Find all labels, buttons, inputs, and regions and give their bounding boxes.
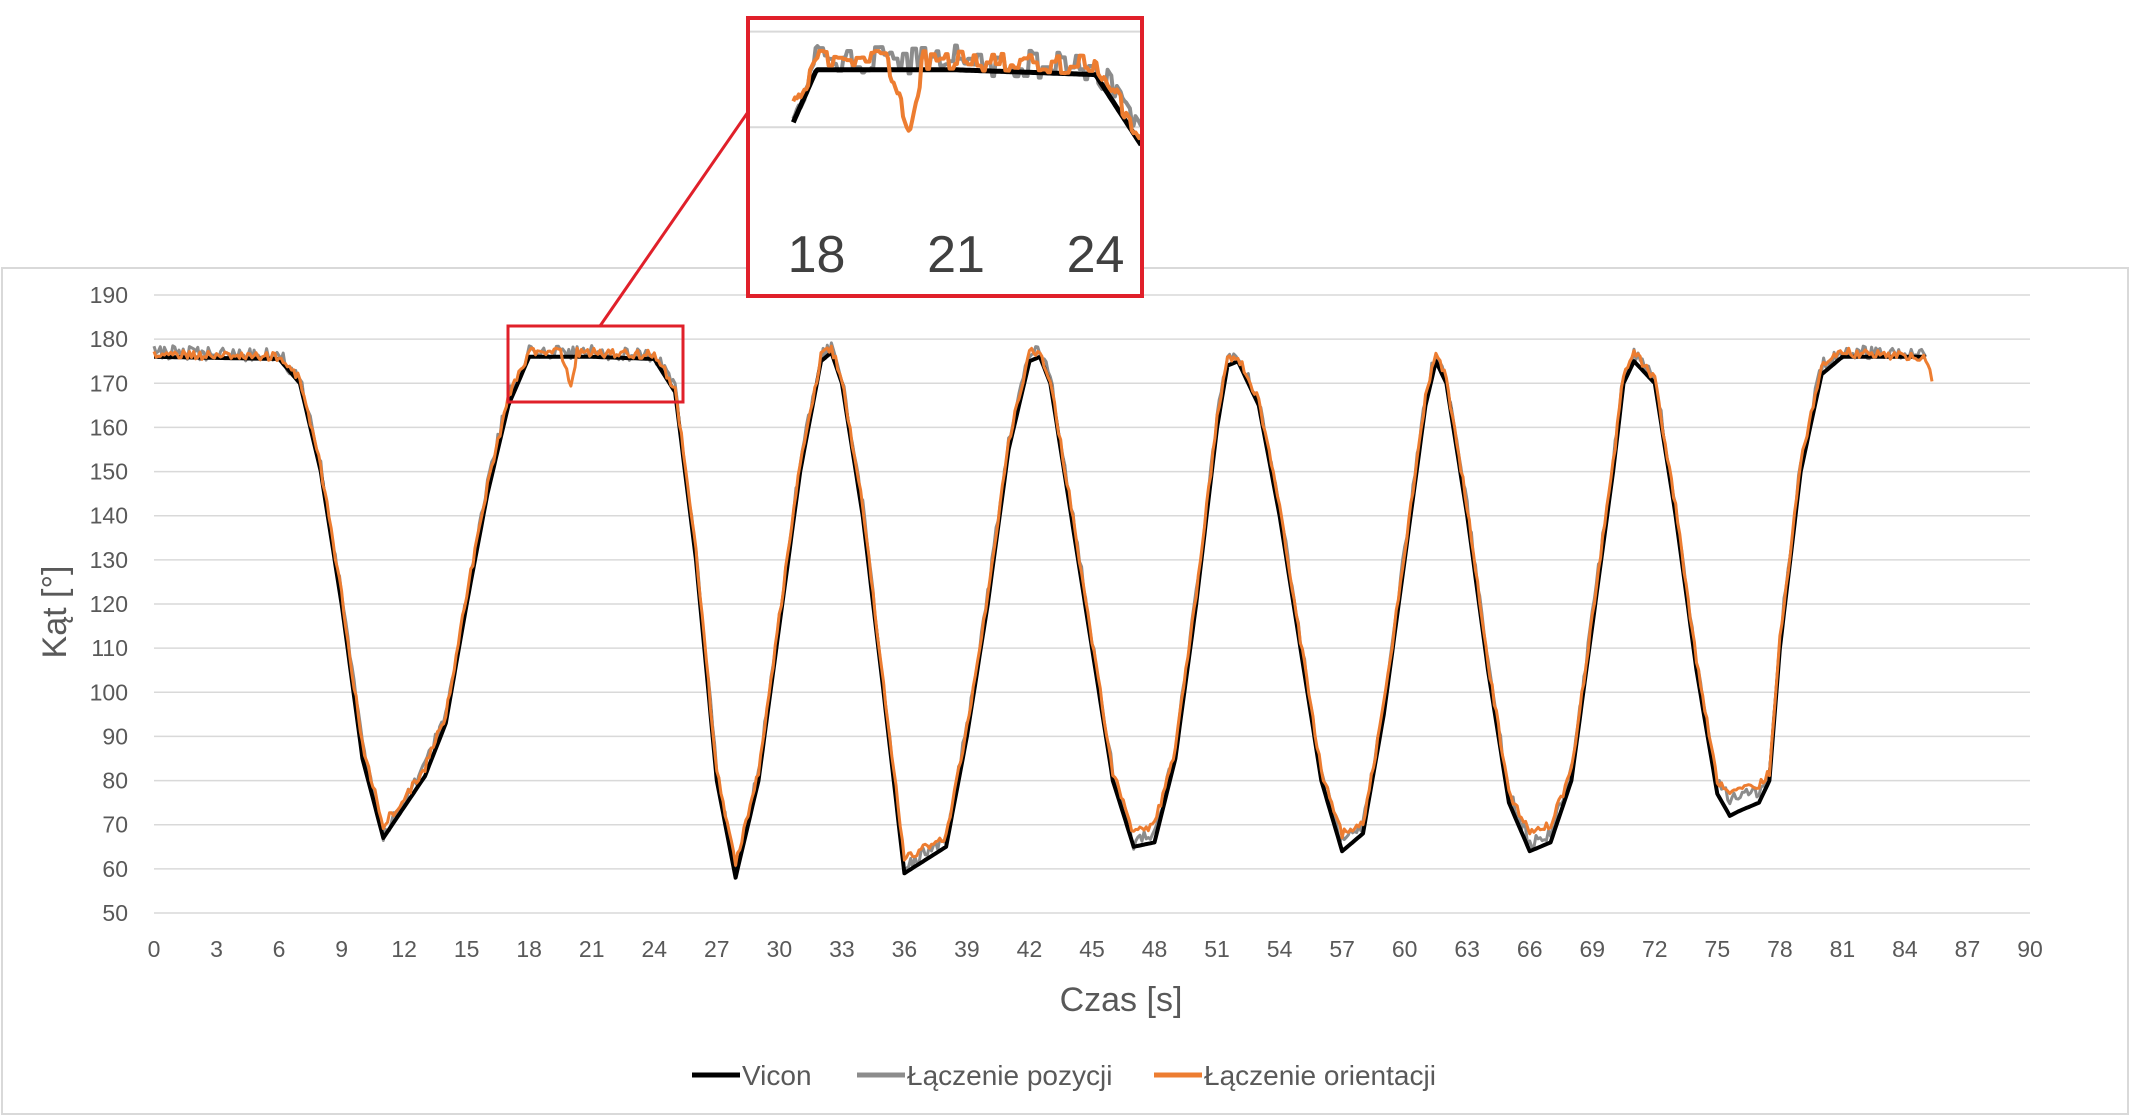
y-tick-label: 180 [90, 326, 128, 352]
y-tick-label: 70 [102, 812, 128, 838]
zoom-inset: 18 21 24 [746, 16, 1144, 298]
zoom-connector-line [598, 111, 750, 327]
inset-series-line [791, 67, 1144, 147]
x-tick-label: 0 [148, 936, 161, 962]
x-tick-label: 12 [391, 936, 417, 962]
x-axis-title: Czas [s] [1060, 981, 1183, 1019]
x-tick-label: 75 [1705, 936, 1731, 962]
y-axis-title: Kąt [°] [36, 566, 74, 659]
y-tick-label: 60 [102, 856, 128, 882]
x-tick-label: 60 [1392, 936, 1418, 962]
inset-x-tick-label: 24 [1067, 226, 1125, 284]
x-tick-label: 84 [1892, 936, 1918, 962]
inset-x-tick-label: 18 [788, 226, 846, 284]
x-tick-label: 9 [335, 936, 348, 962]
legend-label: Vicon [742, 1060, 812, 1091]
x-tick-label: 63 [1454, 936, 1480, 962]
x-tick-label: 90 [2017, 936, 2043, 962]
inset-x-ticks: 18 21 24 [788, 226, 1125, 284]
x-tick-label: 24 [641, 936, 667, 962]
inset-x-tick-label: 21 [927, 226, 985, 284]
x-tick-label: 87 [1955, 936, 1981, 962]
y-tick-label: 160 [90, 414, 128, 440]
series-line [154, 350, 1926, 880]
y-tick-label: 80 [102, 768, 128, 794]
inset-series-line [791, 48, 1143, 141]
x-tick-label: 45 [1079, 936, 1105, 962]
y-tick-label: 50 [102, 900, 128, 926]
y-tick-label: 170 [90, 370, 128, 396]
legend-label: Łączenie orientacji [1204, 1060, 1436, 1091]
y-tick-label: 100 [90, 679, 128, 705]
gridlines [154, 294, 2030, 914]
x-tick-label: 18 [516, 936, 542, 962]
x-tick-label: 72 [1642, 936, 1668, 962]
y-tick-label: 190 [90, 282, 128, 308]
x-tick-label: 54 [1267, 936, 1293, 962]
legend-label: Łączenie pozycji [907, 1060, 1112, 1091]
y-axis-ticks: 50 60 70 80 90 100 110 120 130 140 150 160 170 180 190 [90, 282, 128, 926]
x-tick-label: 48 [1142, 936, 1168, 962]
y-tick-label: 120 [90, 591, 128, 617]
zoom-region-box [506, 324, 685, 404]
y-tick-label: 140 [90, 503, 128, 529]
x-tick-label: 27 [704, 936, 730, 962]
y-tick-label: 110 [91, 635, 128, 661]
x-tick-label: 69 [1579, 936, 1605, 962]
series-line [152, 344, 1934, 867]
x-tick-label: 66 [1517, 936, 1543, 962]
legend: Vicon Łączenie pozycji Łączenie orientacji [692, 1060, 1436, 1091]
y-tick-label: 90 [102, 723, 128, 749]
inset-border [746, 16, 1144, 298]
x-tick-label: 81 [1830, 936, 1856, 962]
x-tick-label: 57 [1329, 936, 1355, 962]
inset-series-lines [791, 43, 1144, 147]
x-tick-label: 33 [829, 936, 855, 962]
series-lines [152, 341, 1934, 880]
x-tick-label: 51 [1204, 936, 1230, 962]
y-tick-label: 150 [90, 459, 128, 485]
x-tick-label: 3 [210, 936, 223, 962]
x-tick-label: 15 [454, 936, 480, 962]
y-tick-label: 130 [90, 547, 128, 573]
x-tick-label: 39 [954, 936, 980, 962]
x-tick-label: 30 [767, 936, 793, 962]
x-axis-ticks: 0 3 6 9 12 15 18 21 24 27 30 33 36 39 42 45 48 51 54 57 60 63… [148, 936, 2043, 962]
x-tick-label: 21 [579, 936, 605, 962]
x-tick-label: 36 [892, 936, 918, 962]
x-tick-label: 78 [1767, 936, 1793, 962]
inset-gridlines [748, 30, 1142, 129]
x-tick-label: 6 [273, 936, 286, 962]
x-tick-label: 42 [1017, 936, 1043, 962]
